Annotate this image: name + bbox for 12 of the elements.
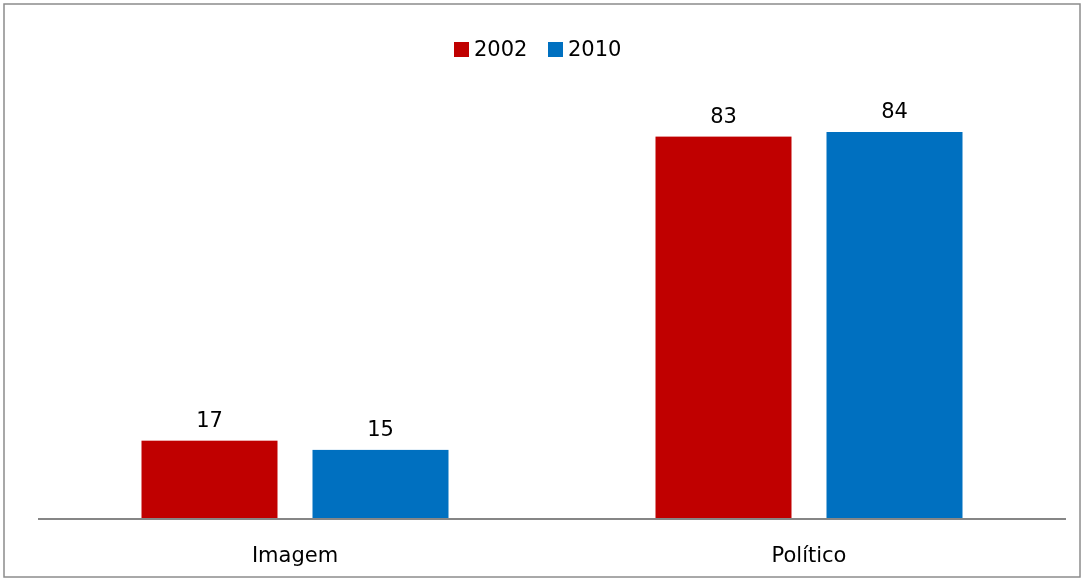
x-tick-label: Político [771, 543, 847, 567]
bar [312, 449, 449, 519]
data-label: 84 [881, 99, 908, 123]
legend-label: 2010 [568, 37, 622, 61]
legend-label: 2002 [474, 37, 528, 61]
data-label: 83 [710, 103, 737, 128]
data-label: 15 [367, 416, 394, 441]
x-tick-label: Imagem [251, 543, 339, 567]
bar [655, 136, 792, 519]
data-label: 17 [196, 407, 223, 432]
bar [826, 132, 963, 519]
bar [141, 440, 278, 519]
